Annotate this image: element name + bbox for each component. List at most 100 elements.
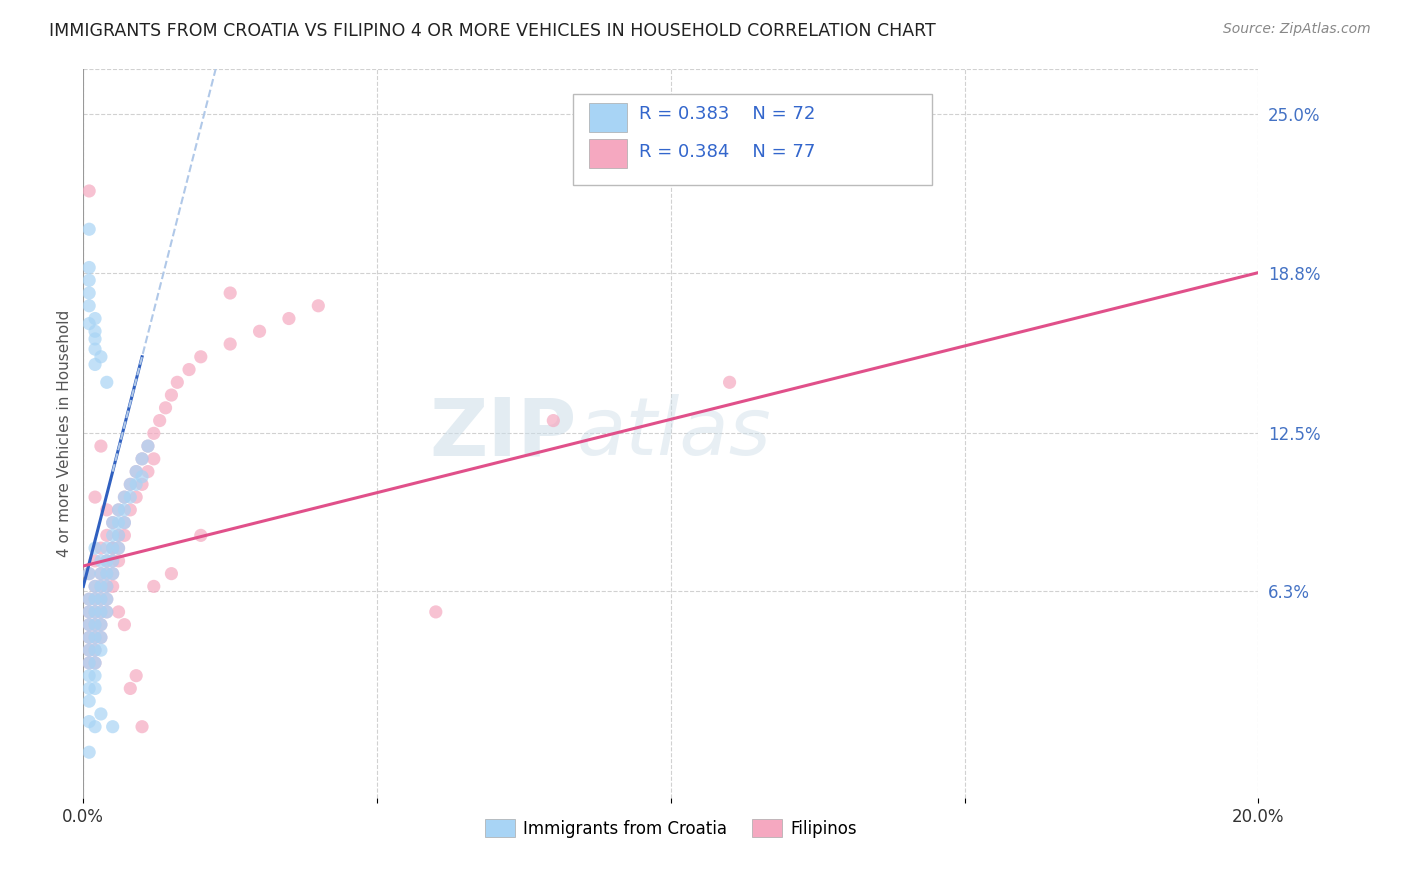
Point <box>90 643 112 657</box>
Point <box>90 541 112 555</box>
Point <box>90 617 112 632</box>
Point <box>96 579 118 593</box>
Point <box>77 668 100 682</box>
Point <box>101 579 124 593</box>
Point <box>718 376 741 390</box>
Point <box>90 631 112 645</box>
Text: Source: ZipAtlas.com: Source: ZipAtlas.com <box>1223 22 1371 37</box>
Point <box>101 541 124 555</box>
Point <box>84 656 107 670</box>
Point <box>84 311 107 326</box>
Point <box>84 605 107 619</box>
Point <box>84 631 107 645</box>
Point <box>84 579 107 593</box>
Point <box>84 332 107 346</box>
Point <box>84 554 107 568</box>
Point <box>77 273 100 287</box>
Point <box>77 681 100 696</box>
Point <box>90 439 112 453</box>
Point <box>90 592 112 607</box>
Point <box>77 631 100 645</box>
Point <box>101 516 124 530</box>
Point <box>84 643 107 657</box>
Point <box>90 605 112 619</box>
Point <box>96 605 118 619</box>
Point <box>77 299 100 313</box>
Text: R = 0.384    N = 77: R = 0.384 N = 77 <box>640 144 815 161</box>
Point <box>136 439 159 453</box>
Point <box>131 451 153 466</box>
Point <box>190 528 212 542</box>
Point <box>96 528 118 542</box>
Point <box>160 388 183 402</box>
Point <box>107 541 129 555</box>
Point <box>84 579 107 593</box>
Point <box>90 706 112 721</box>
Point <box>77 566 100 581</box>
Point <box>77 617 100 632</box>
Point <box>307 299 329 313</box>
Point <box>425 605 447 619</box>
Point <box>77 317 100 331</box>
Point <box>96 503 118 517</box>
Point <box>96 605 118 619</box>
Point <box>190 350 212 364</box>
Point <box>84 541 107 555</box>
Point <box>84 490 107 504</box>
Point <box>177 362 200 376</box>
Point <box>131 451 153 466</box>
Point <box>219 337 242 351</box>
Point <box>84 643 107 657</box>
Point <box>112 528 135 542</box>
Point <box>77 694 100 708</box>
Point <box>77 656 100 670</box>
Point <box>77 605 100 619</box>
Y-axis label: 4 or more Vehicles in Household: 4 or more Vehicles in Household <box>58 310 72 557</box>
Point <box>90 617 112 632</box>
Point <box>101 566 124 581</box>
Point <box>90 579 112 593</box>
Point <box>77 605 100 619</box>
Point <box>125 465 148 479</box>
Point <box>107 503 129 517</box>
FancyBboxPatch shape <box>589 139 627 169</box>
Point <box>112 490 135 504</box>
Point <box>77 285 100 300</box>
Point <box>90 554 112 568</box>
Point <box>96 566 118 581</box>
Text: R = 0.383    N = 72: R = 0.383 N = 72 <box>640 104 815 123</box>
Point <box>90 350 112 364</box>
Point <box>77 714 100 729</box>
Point <box>112 490 135 504</box>
Point <box>131 720 153 734</box>
Point <box>142 451 165 466</box>
Point <box>84 592 107 607</box>
Point <box>107 541 129 555</box>
Text: IMMIGRANTS FROM CROATIA VS FILIPINO 4 OR MORE VEHICLES IN HOUSEHOLD CORRELATION : IMMIGRANTS FROM CROATIA VS FILIPINO 4 OR… <box>49 22 936 40</box>
Point <box>96 566 118 581</box>
Point <box>84 617 107 632</box>
Point <box>107 605 129 619</box>
Point <box>84 592 107 607</box>
Point <box>142 426 165 441</box>
Point <box>149 413 172 427</box>
Point <box>90 605 112 619</box>
Point <box>160 566 183 581</box>
FancyBboxPatch shape <box>589 103 627 132</box>
Point <box>77 617 100 632</box>
Point <box>77 592 100 607</box>
Point <box>84 342 107 356</box>
Point <box>84 605 107 619</box>
Point <box>120 503 142 517</box>
Point <box>96 376 118 390</box>
Point <box>101 554 124 568</box>
Point <box>77 643 100 657</box>
Point <box>77 260 100 275</box>
Text: atlas: atlas <box>576 394 772 473</box>
Point <box>84 720 107 734</box>
Point <box>142 579 165 593</box>
Point <box>77 631 100 645</box>
Point <box>77 184 100 198</box>
Point <box>125 465 148 479</box>
Point <box>77 643 100 657</box>
